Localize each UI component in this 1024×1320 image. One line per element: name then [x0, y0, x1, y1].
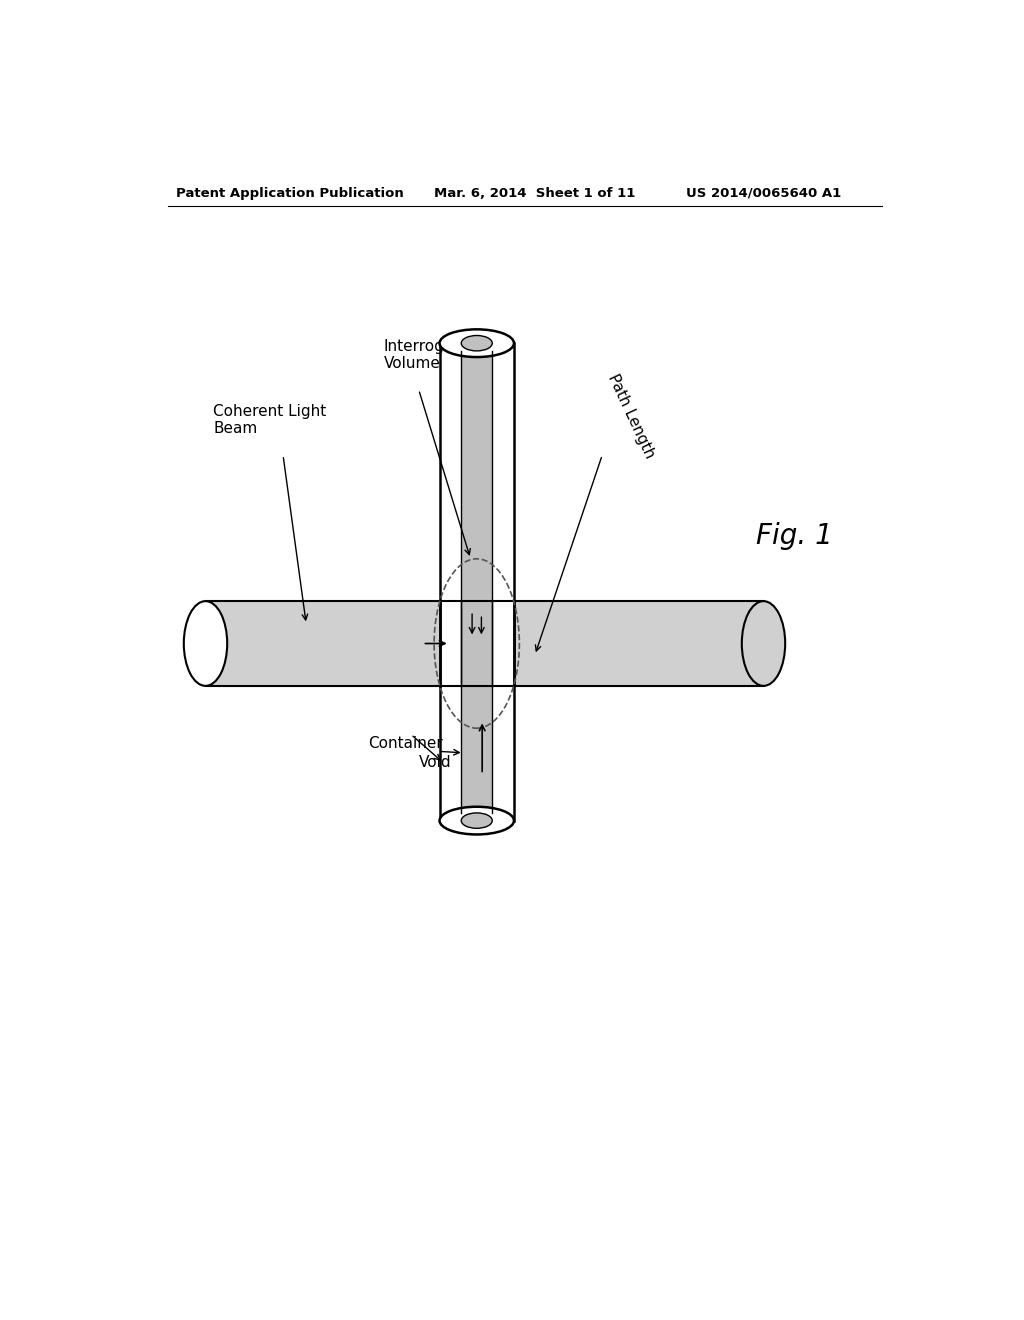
Text: Container: Container: [369, 737, 443, 751]
Text: Interrogation
Volume: Interrogation Volume: [384, 338, 483, 371]
Text: Fig. 1: Fig. 1: [756, 521, 833, 549]
Text: Path Length: Path Length: [604, 372, 656, 461]
Ellipse shape: [183, 601, 227, 686]
Polygon shape: [461, 601, 493, 686]
Polygon shape: [206, 601, 764, 686]
Ellipse shape: [461, 813, 493, 829]
Text: Mar. 6, 2014  Sheet 1 of 11: Mar. 6, 2014 Sheet 1 of 11: [434, 186, 636, 199]
Text: Coherent Light
Beam: Coherent Light Beam: [213, 404, 327, 437]
Text: US 2014/0065640 A1: US 2014/0065640 A1: [686, 186, 842, 199]
Ellipse shape: [741, 601, 785, 686]
Text: Void: Void: [419, 755, 452, 771]
Ellipse shape: [461, 335, 493, 351]
Polygon shape: [461, 343, 493, 821]
Polygon shape: [439, 601, 461, 686]
Polygon shape: [493, 601, 514, 686]
Text: Patent Application Publication: Patent Application Publication: [176, 186, 403, 199]
Ellipse shape: [439, 330, 514, 358]
Ellipse shape: [439, 807, 514, 834]
Polygon shape: [439, 343, 514, 821]
